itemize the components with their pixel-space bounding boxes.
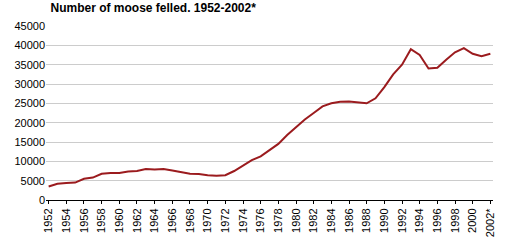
svg-text:30000: 30000 bbox=[14, 78, 45, 90]
svg-text:1970: 1970 bbox=[201, 208, 213, 232]
svg-text:1968: 1968 bbox=[184, 208, 196, 232]
svg-text:1964: 1964 bbox=[148, 208, 160, 232]
svg-text:10000: 10000 bbox=[14, 155, 45, 167]
svg-text:25000: 25000 bbox=[14, 97, 45, 109]
svg-text:1960: 1960 bbox=[113, 208, 125, 232]
svg-text:1984: 1984 bbox=[325, 208, 337, 232]
svg-text:35000: 35000 bbox=[14, 59, 45, 71]
svg-text:5000: 5000 bbox=[21, 175, 45, 187]
svg-text:1954: 1954 bbox=[60, 208, 72, 232]
svg-text:1996: 1996 bbox=[431, 208, 443, 232]
svg-text:2000: 2000 bbox=[466, 208, 478, 232]
svg-text:1962: 1962 bbox=[131, 208, 143, 232]
svg-text:1986: 1986 bbox=[343, 208, 355, 232]
svg-text:1994: 1994 bbox=[413, 208, 425, 232]
svg-text:1972: 1972 bbox=[219, 208, 231, 232]
svg-text:1998: 1998 bbox=[449, 208, 461, 232]
svg-text:1992: 1992 bbox=[396, 208, 408, 232]
svg-text:1956: 1956 bbox=[78, 208, 90, 232]
svg-text:Number of moose felled. 1952-2: Number of moose felled. 1952-2002* bbox=[50, 1, 256, 15]
svg-text:15000: 15000 bbox=[14, 136, 45, 148]
svg-text:1966: 1966 bbox=[166, 208, 178, 232]
svg-text:40000: 40000 bbox=[14, 39, 45, 51]
svg-text:2002*: 2002* bbox=[484, 208, 496, 237]
svg-text:1980: 1980 bbox=[290, 208, 302, 232]
svg-text:1982: 1982 bbox=[307, 208, 319, 232]
svg-text:1990: 1990 bbox=[378, 208, 390, 232]
svg-text:0: 0 bbox=[39, 194, 45, 206]
svg-text:20000: 20000 bbox=[14, 117, 45, 129]
svg-text:1974: 1974 bbox=[237, 208, 249, 232]
svg-text:1978: 1978 bbox=[272, 208, 284, 232]
svg-text:1976: 1976 bbox=[254, 208, 266, 232]
svg-text:1958: 1958 bbox=[95, 208, 107, 232]
svg-text:45000: 45000 bbox=[14, 20, 45, 32]
svg-text:1988: 1988 bbox=[360, 208, 372, 232]
svg-text:1952: 1952 bbox=[42, 208, 54, 232]
